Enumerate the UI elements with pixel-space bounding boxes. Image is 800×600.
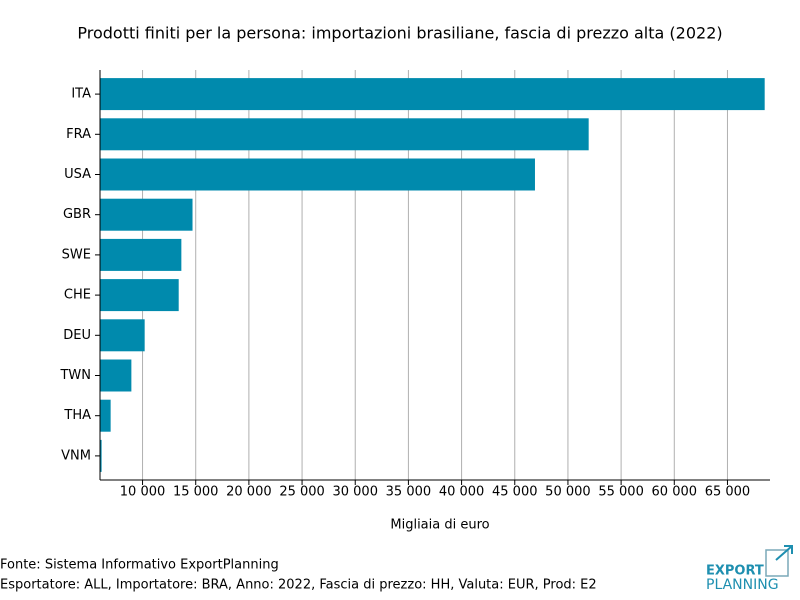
y-tick-label: ITA <box>71 87 91 102</box>
y-tick-label: USA <box>64 167 91 182</box>
x-tick-label: 10 000 <box>120 485 166 500</box>
y-tick-label: GBR <box>63 207 91 222</box>
x-tick-label: 60 000 <box>652 485 698 500</box>
x-tick-label: 40 000 <box>439 485 485 500</box>
x-tick-label: 65 000 <box>705 485 751 500</box>
bar <box>100 198 193 231</box>
x-tick-label: 25 000 <box>279 485 325 500</box>
bar <box>100 158 535 191</box>
y-tick-label: TWN <box>59 368 91 383</box>
bar <box>100 279 179 312</box>
bar <box>100 359 132 392</box>
x-tick-label: 15 000 <box>173 485 219 500</box>
bar <box>100 78 765 111</box>
y-tick-label: CHE <box>64 288 91 303</box>
footer-details: Esportatore: ALL, Importatore: BRA, Anno… <box>0 578 597 593</box>
logo-top: EXPORT <box>706 564 764 579</box>
y-tick-label: THA <box>63 408 91 423</box>
logo-box <box>765 549 789 577</box>
x-tick-label: 20 000 <box>226 485 272 500</box>
x-axis-label: Migliaia di euro <box>390 518 489 533</box>
bar <box>100 238 182 271</box>
x-tick-label: 55 000 <box>598 485 644 500</box>
bar <box>100 118 589 151</box>
x-tick-label: 30 000 <box>332 485 378 500</box>
x-tick-label: 35 000 <box>386 485 432 500</box>
y-tick-label: FRA <box>66 127 91 142</box>
y-tick-label: DEU <box>63 328 91 343</box>
logo-bottom: PLANNING <box>706 577 779 593</box>
bar <box>100 439 102 472</box>
x-tick-label: 50 000 <box>545 485 591 500</box>
y-tick-label: SWE <box>62 247 91 262</box>
chart-title: Prodotti finiti per la persona: importaz… <box>77 24 722 43</box>
bar <box>100 399 111 432</box>
logo-arrow <box>775 545 793 561</box>
y-tick-label: VNM <box>61 448 91 463</box>
footer-source: Fonte: Sistema Informativo ExportPlannin… <box>0 558 279 573</box>
x-tick-label: 45 000 <box>492 485 538 500</box>
bar <box>100 319 145 352</box>
